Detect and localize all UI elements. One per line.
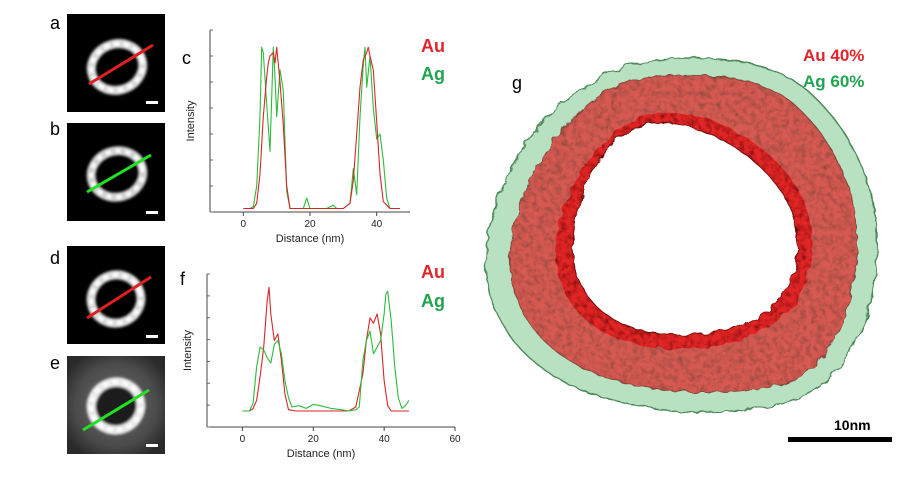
series-line-au <box>242 286 409 412</box>
x-tick-label: 20 <box>304 219 316 230</box>
legend-g-au: Au 40% <box>803 46 865 65</box>
micrograph-b <box>67 123 165 221</box>
x-axis-title: Distance (nm) <box>276 233 344 245</box>
x-tick-label: 0 <box>241 219 247 230</box>
y-axis-title: Intensity <box>182 330 194 371</box>
legend-c-ag: Ag <box>421 64 445 84</box>
panel-label-d: d <box>50 248 61 268</box>
legend-g: Au 40% Ag 60% <box>803 43 864 95</box>
x-tick-label: 0 <box>240 434 246 445</box>
panel-label-b: b <box>50 119 61 139</box>
x-tick-label: 40 <box>371 219 383 230</box>
x-tick-label: 60 <box>449 434 461 445</box>
x-tick-label: 40 <box>379 434 391 445</box>
chart-f: 0 20 40 60 Distance (nm) Intensity <box>182 273 461 460</box>
x-axis-title: Distance (nm) <box>287 448 355 460</box>
scale-bar-label: 10nm <box>834 417 871 433</box>
panel-label-f: f <box>180 269 186 289</box>
micrograph-a <box>67 14 165 112</box>
panel-label-g: g <box>512 73 523 93</box>
panel-label-e: e <box>50 353 61 373</box>
micrograph-d <box>67 246 165 344</box>
ring-3d-render <box>485 57 878 413</box>
chart-c: 0 20 40 Distance (nm) Intensity <box>185 29 410 245</box>
micrograph-e <box>67 356 165 454</box>
legend-g-ag: Ag 60% <box>803 72 865 91</box>
series-line-ag <box>242 290 410 412</box>
series-line-au <box>243 46 400 210</box>
x-tick-label: 20 <box>308 434 320 445</box>
y-axis-title: Intensity <box>185 100 197 141</box>
legend-f-au: Au <box>421 262 445 282</box>
panel-label-c: c <box>182 48 191 68</box>
legend-c-au: Au <box>421 36 445 56</box>
legend-f-ag: Ag <box>421 291 445 311</box>
scale-bar <box>788 437 892 442</box>
panel-label-a: a <box>50 13 61 33</box>
